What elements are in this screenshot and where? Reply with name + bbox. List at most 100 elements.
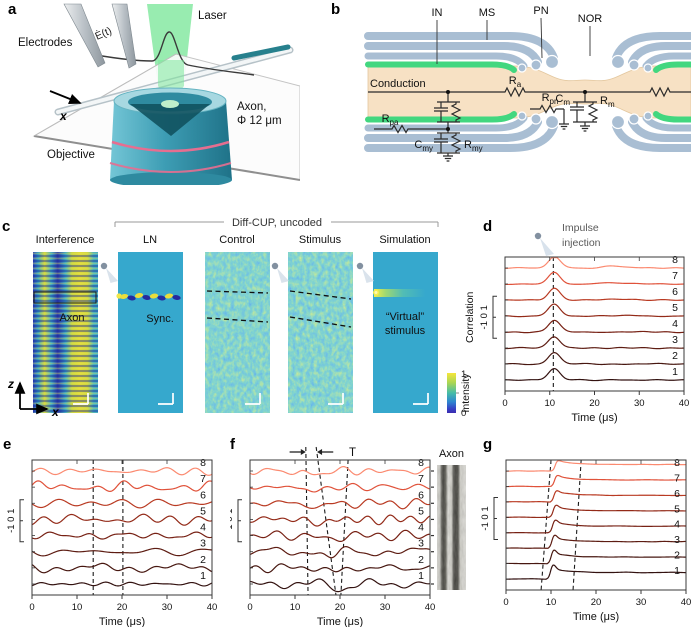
trace-label: 8 xyxy=(672,254,678,266)
capacitor-cm-label: Cm xyxy=(555,93,570,107)
trace-label: 3 xyxy=(672,334,678,346)
trace-label: 2 xyxy=(674,550,680,562)
colorbar-tick-max: 1 xyxy=(461,369,466,380)
region-label-nor: NOR xyxy=(578,13,603,25)
x-tick-label: 30 xyxy=(380,602,391,613)
panel-f-label: f xyxy=(230,436,235,453)
x-tick-label: 0 xyxy=(29,602,34,613)
panel-e-chart: 1 2 3 4 5 6 7 8 0 10 20 30 40 Time (μs) -1 0 1 xyxy=(0,435,230,627)
panel-a-label: a xyxy=(8,1,17,18)
y-scalebar xyxy=(237,499,242,543)
trace-label: 5 xyxy=(674,503,680,515)
efield-label: Ė(t) xyxy=(93,24,114,43)
trace-line-2 xyxy=(249,563,431,574)
x-tick-label: 0 xyxy=(503,597,508,608)
ln-sync-note: Sync. xyxy=(146,313,174,325)
panel-a: Electrodes Ė(t) Laser Axon, Φ 12 μm x Ob… xyxy=(0,0,301,188)
trace-line-7 xyxy=(505,474,686,488)
trace-label: 1 xyxy=(672,366,678,378)
trace-line-3 xyxy=(31,547,213,557)
stimulus-dashed-line-lower xyxy=(289,316,352,328)
trace-label: 5 xyxy=(418,505,424,517)
trace-label: 5 xyxy=(672,302,678,314)
x-tick-label: 20 xyxy=(117,602,128,613)
region-label-in: IN xyxy=(432,7,443,19)
trace-line-4 xyxy=(31,531,213,540)
y-scalebar xyxy=(493,497,498,540)
trace-label: 4 xyxy=(418,522,424,534)
sync-wave-band xyxy=(116,292,181,301)
trace-line-2 xyxy=(504,351,685,366)
x-tick-label: 10 xyxy=(290,602,301,613)
y-scalebar-labels: -1 0 1 xyxy=(6,509,17,533)
plot-box xyxy=(504,256,685,392)
x-tick-label: 10 xyxy=(72,602,83,613)
x-axis-glyph-c: x xyxy=(51,405,60,419)
plot-box xyxy=(249,459,431,596)
x-tick-label: 40 xyxy=(679,398,690,409)
trace-label: 3 xyxy=(418,538,424,550)
setup-illustration: Electrodes Ė(t) Laser Axon, Φ 12 μm x Ob… xyxy=(18,3,301,188)
column-title-interference: Interference xyxy=(36,234,95,246)
y-scalebar-labels: -1 0 1 xyxy=(479,305,490,329)
membrane-green-layers xyxy=(365,61,691,123)
equivalent-circuit xyxy=(368,86,691,162)
trace-label: 2 xyxy=(672,350,678,362)
trace-label: 5 xyxy=(200,505,206,517)
interference-axon-note: Axon xyxy=(59,312,84,324)
scale-bars xyxy=(73,393,429,405)
interference-image xyxy=(33,252,98,413)
x-tick-label: 10 xyxy=(544,398,555,409)
x-tick-label: 20 xyxy=(589,398,600,409)
x-tick-label: 30 xyxy=(162,602,173,613)
trace-line-7 xyxy=(504,271,685,286)
panel-e-label: e xyxy=(3,436,12,453)
x-tick-label: 40 xyxy=(681,597,691,608)
resistor-rpn-label: Rpn xyxy=(542,92,559,106)
simulation-note-line2: stimulus xyxy=(385,325,426,337)
panel-g-label: g xyxy=(483,436,493,453)
control-dashed-line-upper xyxy=(206,290,269,294)
paranodal-loops xyxy=(517,54,653,130)
impulse-injection-line2: injection xyxy=(562,237,601,249)
panel-c: Diff-CUP, uncoded Interference LN Contro… xyxy=(0,185,480,435)
impulse-injection-line1: Impulse xyxy=(562,222,599,234)
trace-label: 8 xyxy=(418,457,424,469)
colorbar-label: Intensity xyxy=(460,373,472,413)
trace-line-1 xyxy=(504,367,685,382)
panel-d-label: d xyxy=(483,218,493,235)
trace-line-7 xyxy=(31,480,213,492)
stimulus-image xyxy=(288,252,353,413)
circuit-nodes xyxy=(446,90,587,131)
trace-line-3 xyxy=(249,546,431,559)
trace-line-8 xyxy=(504,257,685,270)
trace-label: 1 xyxy=(674,565,680,577)
z-axis-glyph: z xyxy=(7,377,14,391)
axon-image-noise xyxy=(437,465,466,590)
trace-line-5 xyxy=(31,513,213,526)
x-tick-label: 20 xyxy=(591,597,602,608)
trace-label: 7 xyxy=(418,473,424,485)
trace-label: 2 xyxy=(418,554,424,566)
electrode-icon-stimulus xyxy=(271,262,289,283)
virtual-stimulus-streak xyxy=(374,289,438,297)
x-tick-label: 30 xyxy=(636,597,647,608)
x-tick-label: 40 xyxy=(425,602,436,613)
resistor-rm-label: Rm xyxy=(600,95,615,109)
plot-box xyxy=(31,459,213,596)
axon-roi-rect xyxy=(33,291,97,304)
trace-label: 7 xyxy=(674,472,680,484)
axon-label-line1: Axon, xyxy=(237,101,266,113)
interval-arrowhead-left xyxy=(317,449,323,455)
trace-label: 8 xyxy=(674,457,680,469)
column-title-stimulus: Stimulus xyxy=(299,234,342,246)
conduction-label: Conduction xyxy=(370,78,426,90)
trace-line-6 xyxy=(249,498,431,510)
trace-line-1 xyxy=(31,581,213,587)
axon-image-label: Axon xyxy=(439,448,464,460)
simulation-image xyxy=(373,252,438,413)
trace-line-2 xyxy=(505,549,687,565)
panel-g-chart: 1 2 3 4 5 6 7 8 0 10 20 30 40 Time (μs) -1 0 1 xyxy=(470,435,691,627)
trace-line-3 xyxy=(504,336,685,350)
x-axis-glyph: x xyxy=(59,109,68,123)
